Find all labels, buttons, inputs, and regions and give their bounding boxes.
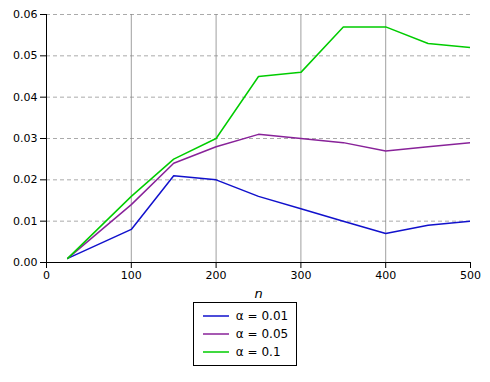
svg-text:300: 300 [290, 269, 311, 282]
svg-text:200: 200 [206, 269, 227, 282]
svg-text:0.00: 0.00 [13, 256, 38, 269]
svg-text:0.01: 0.01 [13, 215, 38, 228]
svg-text:0.04: 0.04 [13, 91, 38, 104]
svg-text:0.03: 0.03 [13, 132, 38, 145]
svg-text:500: 500 [460, 269, 481, 282]
svg-text:0.02: 0.02 [13, 173, 38, 186]
svg-text:0.06: 0.06 [13, 8, 38, 21]
html-text:α = 0.01: α = 0.01 [235, 309, 289, 323]
html-text:α = 0.05: α = 0.05 [235, 327, 289, 341]
svg-text:n: n [254, 286, 262, 301]
svg-text:100: 100 [121, 269, 142, 282]
svg-text:0.05: 0.05 [13, 49, 38, 62]
html-text:α = 0.1: α = 0.1 [235, 345, 281, 359]
svg-text:0: 0 [43, 269, 50, 282]
svg-text:400: 400 [375, 269, 396, 282]
